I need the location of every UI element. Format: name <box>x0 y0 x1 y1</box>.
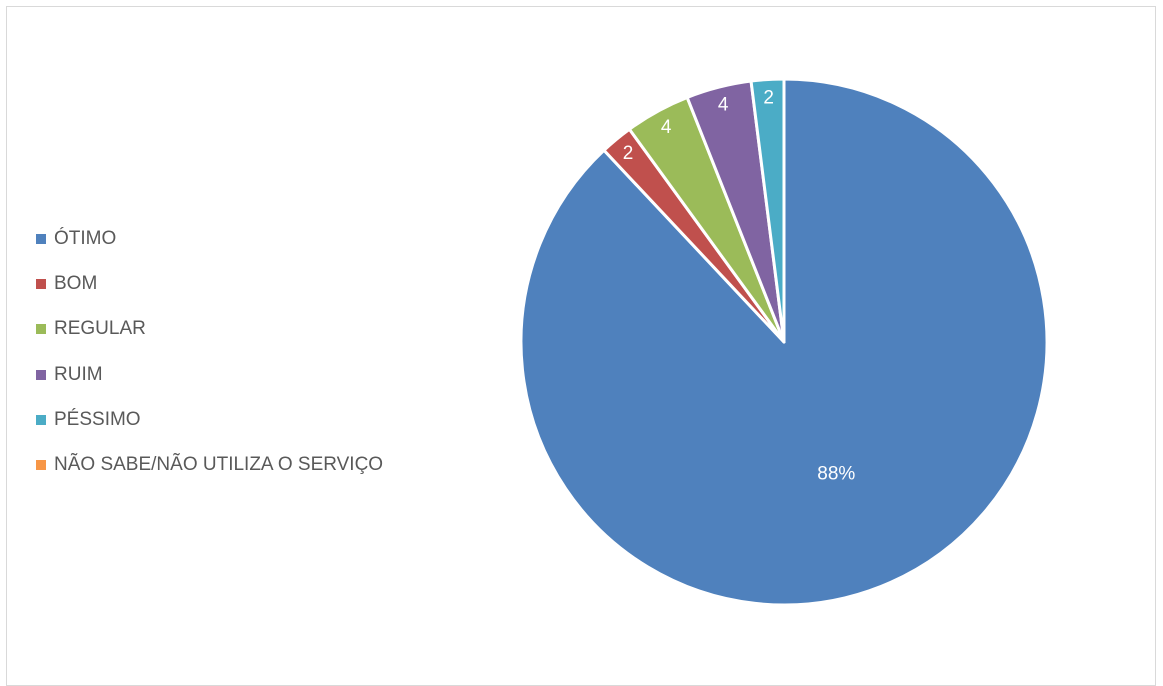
legend-item-pessimo: PÉSSIMO <box>36 397 383 442</box>
legend-swatch <box>36 414 46 425</box>
legend-swatch <box>36 369 46 380</box>
legend-swatch <box>36 233 46 244</box>
legend-item-bom: BOM <box>36 261 383 306</box>
data-label-regular: 4 <box>661 117 672 138</box>
legend-label: NÃO SABE/NÃO UTILIZA O SERVIÇO <box>54 454 384 476</box>
data-label-ruim: 4 <box>718 95 729 116</box>
legend-label: PÉSSIMO <box>54 408 141 430</box>
legend-item-regular: REGULAR <box>36 307 383 352</box>
data-label-pessimo: 2 <box>763 87 774 108</box>
legend: ÓTIMO BOM REGULAR RUIM PÉSSIMO NÃO SABE/NÃO U… <box>36 216 383 488</box>
data-label-otimo: 88% <box>817 464 855 485</box>
data-label-bom: 2 <box>623 143 634 164</box>
legend-label: RUIM <box>54 363 103 385</box>
legend-swatch <box>36 324 46 335</box>
legend-swatch <box>36 460 46 471</box>
legend-item-nao-sabe-nao-utiliza-o-servico: NÃO SABE/NÃO UTILIZA O SERVIÇO <box>36 442 383 487</box>
legend-label: BOM <box>54 272 98 294</box>
legend-label: ÓTIMO <box>54 227 117 249</box>
legend-swatch <box>36 278 46 289</box>
legend-label: REGULAR <box>54 318 146 340</box>
legend-item-ruim: RUIM <box>36 352 383 397</box>
pie-slice-pessimo <box>749 77 786 344</box>
legend-item-otimo: ÓTIMO <box>36 216 383 261</box>
